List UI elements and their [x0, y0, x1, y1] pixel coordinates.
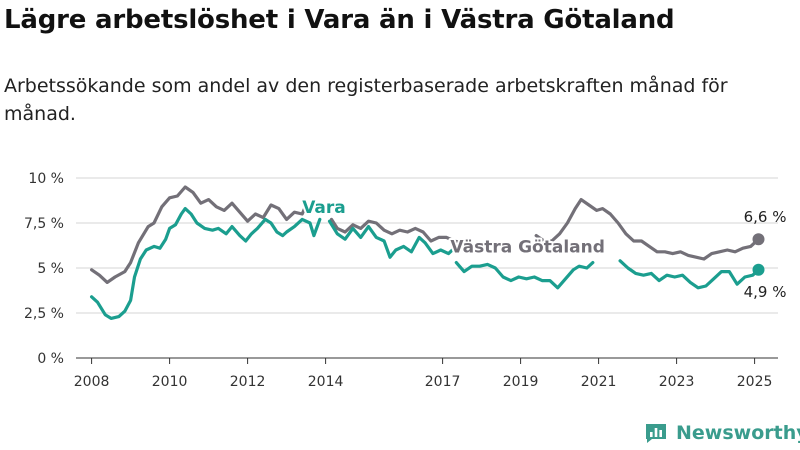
- x-tick-label: 2008: [74, 374, 110, 390]
- series-line-vara: [454, 261, 595, 290]
- series-line-vara: [90, 207, 322, 320]
- y-tick-label: 7,5 %: [24, 216, 64, 232]
- end-value-label-vara: 4,9 %: [744, 283, 787, 301]
- series-line-vara: [327, 219, 456, 259]
- series-labels: Vara Västra Götaland: [300, 196, 607, 260]
- x-tick-label: 2023: [659, 374, 695, 390]
- end-markers: 6,6 % 4,9 %: [744, 208, 787, 301]
- x-tick-label: 2019: [503, 374, 539, 390]
- series-line-vastra-gotaland: [90, 185, 308, 284]
- gridlines: [76, 177, 778, 359]
- x-tick-label: 2021: [581, 374, 617, 390]
- x-tick-label: 2017: [425, 374, 461, 390]
- bar-chart-logo-icon: [646, 424, 666, 443]
- series-line-vara: [618, 259, 761, 290]
- series-label-vara: Vara: [302, 198, 346, 218]
- x-tick-label: 2010: [152, 374, 188, 390]
- series-line-vastra-gotaland: [329, 217, 464, 245]
- series-label-vastra-gotaland: Västra Götaland: [450, 238, 605, 258]
- y-tick-label: 5 %: [37, 261, 64, 277]
- series-lines: [90, 185, 761, 320]
- end-value-label-vastra-gotaland: 6,6 %: [744, 208, 787, 226]
- brand-logo-block: Newsworthy: [644, 420, 800, 446]
- x-tick-label: 2025: [737, 374, 773, 390]
- chart-subtitle: Arbetssökande som andel av den registerb…: [4, 75, 728, 125]
- end-marker-vara: [752, 263, 765, 276]
- line-chart: 0 % 2,5 % 5 % 7,5 % 10 % 2008 2010 2012 2014 201…: [24, 171, 787, 390]
- y-tick-label: 0 %: [37, 351, 64, 367]
- x-axis-ticks: 2008 2010 2012 2014 2017 2019 2021 2023 2025: [74, 358, 773, 390]
- chart-title: Lägre arbetslöshet i Vara än i Västra Gö…: [4, 5, 675, 35]
- y-axis-ticks: 0 % 2,5 % 5 % 7,5 % 10 %: [24, 171, 64, 367]
- x-tick-label: 2012: [230, 374, 266, 390]
- y-tick-label: 2,5 %: [24, 306, 64, 322]
- x-tick-label: 2014: [308, 374, 344, 390]
- brand-name: Newsworthy: [676, 422, 800, 444]
- y-tick-label: 10 %: [28, 171, 64, 187]
- end-marker-vastra-gotaland: [752, 233, 765, 246]
- series-line-vastra-gotaland: [534, 198, 761, 261]
